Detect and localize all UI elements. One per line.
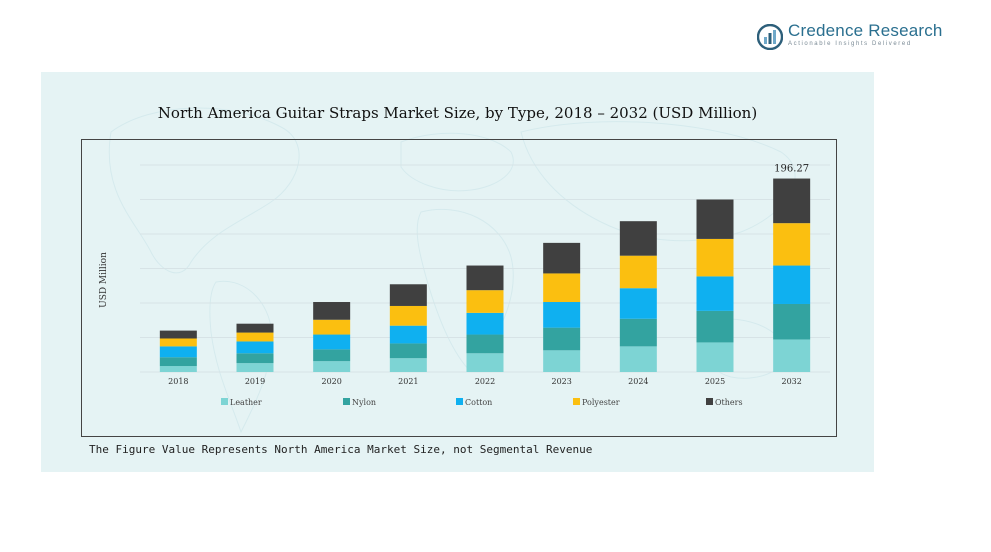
x-tick-label: 2020	[321, 377, 341, 386]
bar-segment-others	[619, 221, 657, 256]
data-label: 196.27	[774, 164, 809, 175]
chart-title: North America Guitar Straps Market Size,…	[157, 104, 758, 122]
chart-panel	[41, 72, 874, 472]
x-tick-label: 2019	[245, 377, 265, 386]
bar-segment-nylon	[313, 349, 351, 362]
legend-swatch	[456, 398, 463, 405]
legend-label: Nylon	[352, 398, 376, 407]
x-tick-labels: 2018 2019 2020 2021 2022 2023 2024 2025 2032	[168, 377, 802, 386]
x-tick-label: 2025	[705, 377, 725, 386]
footnote: The Figure Value Represents North Americ…	[89, 443, 593, 456]
bar-segment-leather	[466, 353, 504, 372]
annotations: 196.27	[774, 164, 809, 175]
chart-frame	[81, 139, 837, 437]
brand-name: Credence Research	[788, 21, 943, 40]
bar-segment-polyester	[619, 255, 657, 289]
legend-label: Others	[715, 398, 743, 407]
bar-segment-cotton	[466, 312, 504, 335]
bar-segment-leather	[159, 366, 197, 372]
bar-segment-cotton	[773, 265, 811, 304]
bar-segment-nylon	[466, 334, 504, 354]
bar-segment-cotton	[696, 276, 734, 311]
x-tick-label: 2023	[551, 377, 571, 386]
x-tick-label: 2024	[628, 377, 648, 386]
x-tick-label: 2022	[475, 377, 495, 386]
bar-segment-others	[236, 323, 274, 333]
bar-segment-polyester	[313, 319, 351, 335]
bar-segment-leather	[619, 346, 657, 372]
bar-segment-others	[466, 265, 504, 291]
x-tick-label: 2021	[398, 377, 418, 386]
bar-segment-others	[696, 199, 734, 239]
credence-logo-icon	[757, 24, 783, 50]
bar-segment-others	[543, 242, 581, 274]
bar-segment-nylon	[389, 343, 427, 359]
bar-segment-nylon	[236, 353, 274, 364]
legend-label: Cotton	[465, 398, 492, 407]
legend: Leather Nylon Cotton Polyester Others	[221, 398, 743, 407]
bar-segment-others	[389, 284, 427, 306]
x-tick-label: 2018	[168, 377, 188, 386]
bar-segment-others	[313, 302, 351, 320]
y-axis-label: USD Million	[99, 252, 109, 308]
legend-label: Polyester	[582, 398, 620, 407]
bar-segment-leather	[313, 361, 351, 372]
bar-segment-leather	[773, 339, 811, 372]
bar-segment-polyester	[466, 290, 504, 313]
bar-segment-polyester	[389, 305, 427, 326]
legend-swatch	[706, 398, 713, 405]
legend-swatch	[343, 398, 350, 405]
legend-swatch	[573, 398, 580, 405]
bar-segment-nylon	[159, 357, 197, 367]
bar-segment-polyester	[159, 338, 197, 347]
bar-segment-polyester	[236, 332, 274, 342]
brand-tagline: Actionable Insights Delivered	[788, 41, 912, 47]
bar-segment-cotton	[236, 341, 274, 354]
x-tick-label: 2032	[781, 377, 801, 386]
bar-segment-nylon	[543, 327, 581, 351]
bar-segment-nylon	[773, 303, 811, 340]
brand-logo: Credence Research Actionable Insights De…	[757, 21, 942, 54]
bar-segment-nylon	[619, 318, 657, 347]
legend-swatch	[221, 398, 228, 405]
bar-segment-cotton	[543, 302, 581, 328]
bar-segment-leather	[696, 342, 734, 372]
bar-segment-others	[159, 330, 197, 339]
bar-segment-cotton	[159, 346, 197, 358]
bar-segment-polyester	[696, 238, 734, 277]
bar-segment-leather	[389, 358, 427, 372]
bar-segment-leather	[543, 350, 581, 372]
legend-label: Leather	[230, 398, 262, 407]
bar-segment-polyester	[543, 273, 581, 303]
bar-segment-others	[773, 178, 811, 224]
bars	[159, 178, 811, 372]
bar-segment-polyester	[773, 223, 811, 266]
bar-segment-nylon	[696, 310, 734, 343]
bar-segment-cotton	[389, 325, 427, 344]
bar-segment-leather	[236, 363, 274, 372]
bar-segment-cotton	[619, 288, 657, 319]
bar-segment-cotton	[313, 334, 351, 350]
